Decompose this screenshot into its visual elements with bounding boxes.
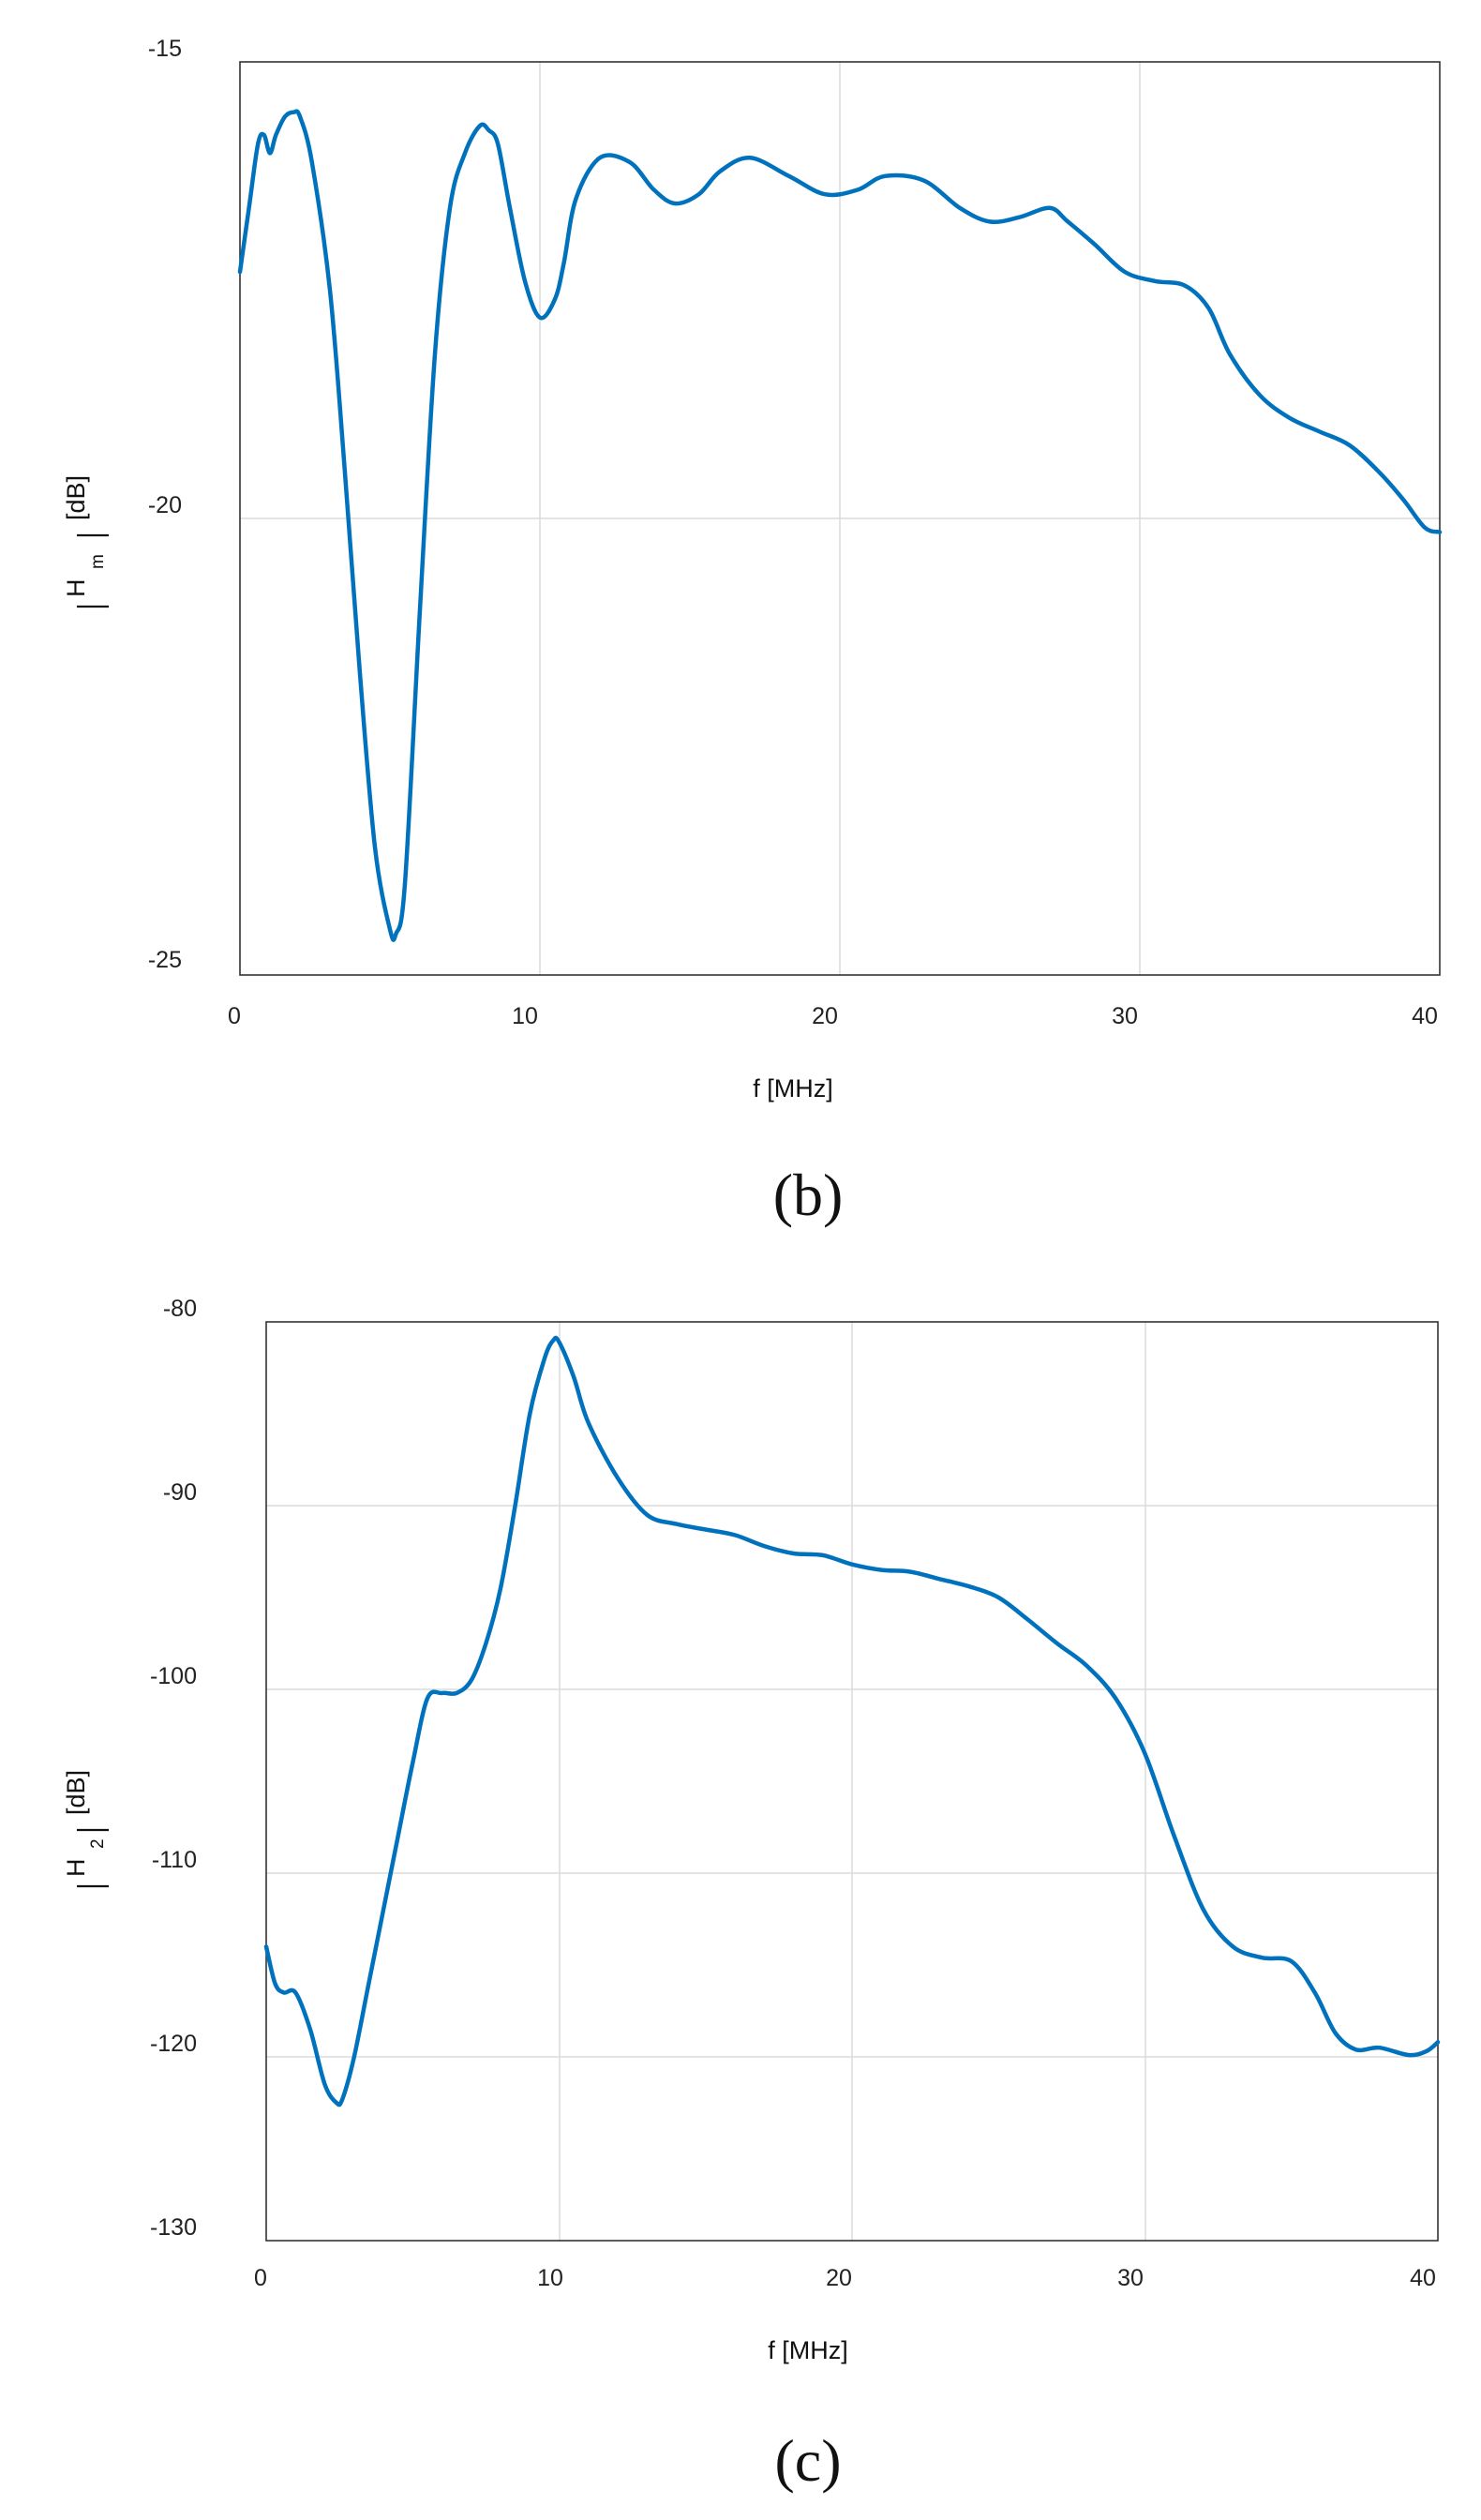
y-tick-label-c: -90: [163, 1479, 197, 1506]
y-label-unit-c: [dB]: [62, 1770, 90, 1815]
grid-b: [240, 62, 1440, 975]
y-tick-labels-c: -130 -120 -110 -100 -90 -80: [150, 1296, 197, 2241]
y-tick-label-c: -100: [150, 1663, 197, 1689]
chart-panel-b: -25 -20 -15 0 10 20 30 40 f [MHz] H m [d…: [62, 36, 1443, 1228]
panel-label-c: (c): [774, 2427, 841, 2494]
y-tick-label-b: -20: [148, 492, 182, 518]
grid-c: [266, 1322, 1438, 2241]
y-label-symbol-b: H: [62, 579, 90, 598]
x-tick-label-c: 20: [826, 2265, 852, 2291]
x-axis-label-b: f [MHz]: [753, 1074, 833, 1102]
chart-panel-c: -130 -120 -110 -100 -90 -80 0 10 20 30 4…: [62, 1296, 1441, 2494]
y-axis-label-b: H m [dB]: [62, 475, 109, 608]
x-tick-label-b: 0: [228, 1003, 241, 1029]
y-tick-label-c: -120: [150, 2031, 197, 2057]
x-tick-label-b: 30: [1112, 1003, 1138, 1029]
y-tick-label-c: -80: [163, 1296, 197, 1322]
x-tick-label-b: 20: [812, 1003, 838, 1029]
y-tick-label-b: -25: [148, 947, 182, 973]
plot-frame-c: [265, 1321, 1439, 2242]
series-line-b: [237, 109, 1443, 942]
y-tick-label-b: -15: [148, 36, 182, 62]
x-tick-labels-b: 0 10 20 30 40: [228, 1003, 1438, 1029]
plot-frame-b: [239, 61, 1441, 976]
x-axis-label-c: f [MHz]: [768, 2336, 848, 2364]
x-tick-label-c: 0: [254, 2265, 267, 2291]
y-tick-label-c: -130: [150, 2214, 197, 2241]
x-tick-label-b: 10: [512, 1003, 538, 1029]
y-label-subscript-c: 2: [88, 1838, 108, 1849]
x-tick-label-b: 40: [1412, 1003, 1438, 1029]
y-tick-labels-b: -25 -20 -15: [148, 36, 182, 973]
x-tick-label-c: 40: [1410, 2265, 1436, 2291]
y-label-unit-b: [dB]: [62, 475, 90, 520]
y-label-symbol-c: H: [62, 1859, 90, 1878]
x-tick-label-c: 10: [537, 2265, 563, 2291]
y-label-subscript-b: m: [88, 554, 108, 569]
x-tick-labels-c: 0 10 20 30 40: [254, 2265, 1436, 2291]
series-line-c: [263, 1335, 1441, 2108]
panel-label-b: (b): [773, 1162, 844, 1228]
y-tick-label-c: -110: [152, 1847, 197, 1873]
x-tick-label-c: 30: [1117, 2265, 1144, 2291]
y-axis-label-c: H 2 [dB]: [62, 1770, 109, 1888]
